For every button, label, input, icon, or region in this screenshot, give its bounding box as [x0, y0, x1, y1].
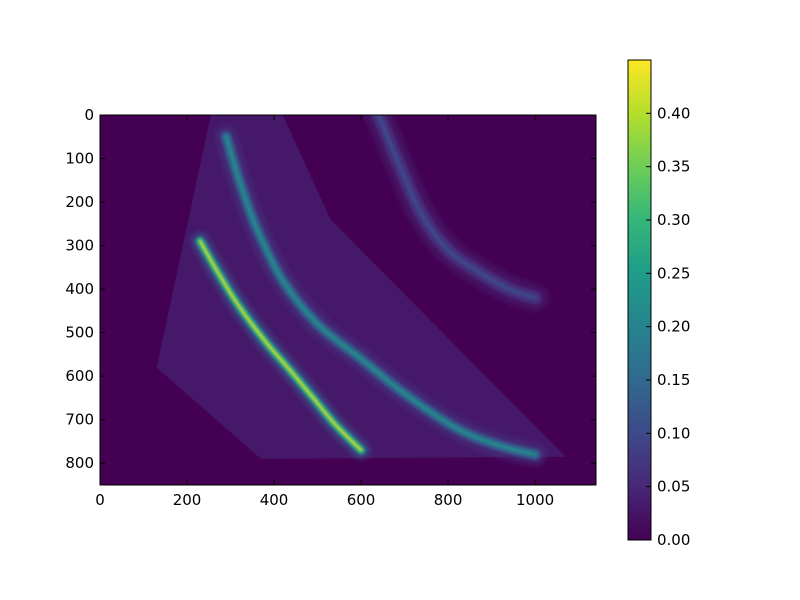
x-tick-label: 0 [95, 491, 105, 509]
x-tick-label: 600 [347, 491, 376, 509]
x-tick-label: 800 [434, 491, 463, 509]
y-tick-label: 500 [65, 324, 94, 342]
y-tick-label: 300 [65, 237, 94, 255]
x-axis: 0 200 400 600 800 1000 [95, 115, 554, 509]
colorbar-tick-label: 0.35 [657, 158, 690, 176]
band-1-peak [198, 239, 363, 452]
y-tick-label: 400 [65, 280, 94, 298]
band-2-peak [224, 135, 537, 457]
colorbar-tick-label: 0.10 [657, 424, 690, 442]
y-tick-label: 800 [65, 454, 94, 472]
y-tick-label: 100 [65, 150, 94, 168]
colorbar-tick-label: 0.00 [657, 531, 690, 549]
y-tick-label: 600 [65, 367, 94, 385]
heatmap-plot-area [99, 114, 597, 486]
y-axis: 0 100 200 300 400 500 600 700 800 [65, 106, 596, 472]
y-tick-label: 200 [65, 193, 94, 211]
plot-frame [99, 114, 597, 486]
colorbar-tick-label: 0.05 [657, 478, 690, 496]
colorbar-ticks: 0.00 0.05 0.10 0.15 0.20 0.25 0.30 0.35 0.40 [646, 104, 690, 549]
heatmap-intensity-layer [156, 115, 566, 466]
colorbar: 0.00 0.05 0.10 0.15 0.20 0.25 0.30 0.35 0.40 [627, 59, 690, 549]
x-tick-label: 400 [260, 491, 289, 509]
x-tick-label: 1000 [516, 491, 554, 509]
colorbar-tick-label: 0.25 [657, 264, 690, 282]
y-tick-label: 700 [65, 411, 94, 429]
y-tick-label: 0 [84, 106, 94, 124]
band-3-peak [376, 115, 538, 300]
colorbar-gradient [627, 59, 652, 541]
colorbar-tick-label: 0.15 [657, 371, 690, 389]
colorbar-tick-label: 0.20 [657, 318, 690, 336]
x-tick-label: 200 [173, 491, 202, 509]
colorbar-tick-label: 0.30 [657, 211, 690, 229]
detector-region [156, 115, 566, 459]
colorbar-tick-label: 0.40 [657, 104, 690, 122]
